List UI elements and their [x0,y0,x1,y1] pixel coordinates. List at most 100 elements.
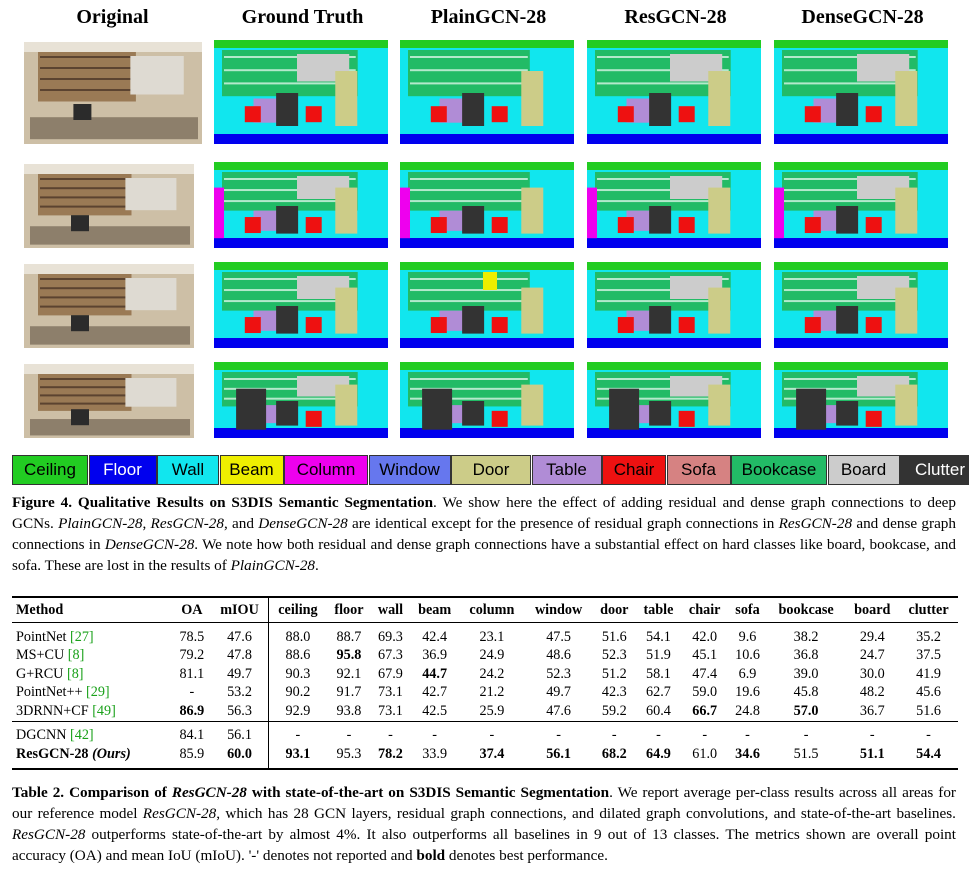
value-cell: 42.5 [422,702,448,719]
legend-door: Door [451,455,531,485]
value-cell: - [611,727,617,744]
caption-text: denotes best performance. [445,847,608,864]
value-cell: 78.5 [179,628,205,645]
figure-column-headers: Original Ground Truth PlainGCN-28 ResGCN… [0,6,969,32]
caption-emphasis: ResGCN-28 [12,826,86,843]
method-name: PointNet [16,628,67,645]
header-column: column [469,601,515,618]
value-cell: 24.9 [479,647,505,664]
method-cell: 3DRNN+CF [49] [12,702,173,721]
value-cell: 36.9 [422,647,448,664]
value-cell: 45.1 [692,647,718,664]
value-cell: - [388,727,393,744]
value-cell: 79.2 [179,647,205,664]
figure-cell-resgcn-row2 [583,160,765,252]
figure-cell-ground-truth-row4 [210,360,392,442]
table-row: PointNet++ [29] -53.2 90.2 91.7 73.1 42.7 21.2… [12,683,958,702]
figure-cell-ground-truth-row2 [210,160,392,252]
value-cell: - [346,727,352,744]
method-cell: G+RCU [8] [12,665,173,684]
value-cell: 54.1 [646,628,671,645]
caption-text: . We note how both residual and dense gr… [12,536,957,574]
legend-wall: Wall [157,455,219,485]
table-header-row: Method OA mIOU ceiling floor wall beam column wi… [12,597,958,623]
header-wall: wall [377,601,404,618]
header-bookcase: bookcase [778,601,834,618]
value-cell: - [869,727,875,744]
caption-text: , and [223,515,259,532]
value-cell: 47.6 [546,702,572,719]
legend-column: Column [284,455,368,485]
value-cell: 49.7 [546,684,572,701]
value-cell: 67.9 [378,665,403,682]
caption-emphasis: ResGCN-28 [142,805,217,822]
results-table: Method OA mIOU ceiling floor wall beam column wi… [12,596,958,770]
citation-link[interactable]: [8] [67,647,85,664]
legend-sofa: Sofa [666,455,731,485]
caption-emphasis: ResGCN-28 [150,515,224,532]
value-cell: 44.7 [422,665,448,682]
caption-text: and dense graph connections in [12,515,956,553]
method-name: MS+CU [16,647,65,664]
value-cell: 49.7 [211,665,269,684]
figure-cell-plaingcn-row1 [396,38,578,148]
table-caption-title: Comparison of ResGCN-28 with state-of-th… [69,784,610,801]
caption-emphasis: DenseGCN-28 [104,536,195,553]
header-floor: floor [334,601,364,618]
value-cell: 84.1 [179,727,205,744]
caption-text: . We report average per-class results ac… [12,784,956,822]
table-row: PointNet [27] 78.5 47.6 88.0 88.7 69.3 42.4 23.… [12,622,958,647]
value-cell: - [702,727,708,744]
method-name: ResGCN-28 [16,745,89,762]
caption-emphasis: ResGCN-28 [778,515,853,532]
value-cell: 78.2 [378,745,403,762]
value-cell: 95.3 [336,745,362,762]
value-cell: 95.8 [336,647,362,664]
figure-cell-plaingcn-row2 [396,160,578,252]
value-cell: 52.3 [546,665,572,682]
value-cell: 92.1 [336,665,362,682]
citation-link[interactable]: [8] [66,665,84,682]
value-cell: 51.5 [793,745,819,762]
header-door: door [600,601,629,618]
figure-cell-densegcn-row4 [770,360,952,442]
value-cell: 21.2 [479,684,505,701]
value-cell: 9.6 [738,628,757,645]
caption-text: , [142,515,151,532]
value-cell: - [803,727,809,744]
caption-emphasis: PlainGCN-28 [230,557,316,574]
value-cell: - [656,727,661,744]
value-cell: 68.2 [601,745,627,762]
value-cell: 62.7 [646,684,671,701]
legend-clutter: Clutter [900,455,969,485]
citation-link[interactable]: [29] [86,684,110,701]
method-cell: PointNet [27] [12,623,173,647]
value-cell: 90.3 [285,665,311,682]
figure-caption-title: Qualitative Results on S3DIS Semantic Se… [77,494,434,511]
value-cell: 34.6 [735,745,760,762]
value-cell: 51.2 [601,665,627,682]
citation-link[interactable]: [42] [70,727,94,744]
legend-ceiling: Ceiling [12,455,88,485]
value-cell: - [189,684,195,701]
method-cell: DGCNN [42] [12,721,173,745]
table-row: DGCNN [42] 84.1 56.1 - - - - - - - - - - - - - [12,721,958,745]
value-cell: - [745,727,750,744]
citation-link[interactable]: [49] [92,702,116,719]
header-miou: mIOU [211,597,269,623]
value-cell: 91.7 [336,684,362,701]
header-chair: chair [688,601,721,618]
header-oa: OA [181,601,203,618]
column-header-plaingcn: PlainGCN-28 [430,6,547,28]
value-cell: 73.1 [378,702,403,719]
value-cell: - [926,727,931,744]
figure-cell-resgcn-row3 [583,260,765,352]
value-cell: 42.7 [422,684,448,701]
value-cell: 88.0 [285,628,311,645]
table-row: ResGCN-28 (Ours) 85.9 60.0 93.1 95.3 78.2 33.9… [12,745,958,769]
citation-link[interactable]: [27] [70,628,94,645]
header-table: table [643,601,674,618]
figure-cell-ground-truth-row1 [210,38,392,148]
figure-caption-label: Figure 4. [12,494,73,511]
value-cell: 47.5 [546,628,572,645]
